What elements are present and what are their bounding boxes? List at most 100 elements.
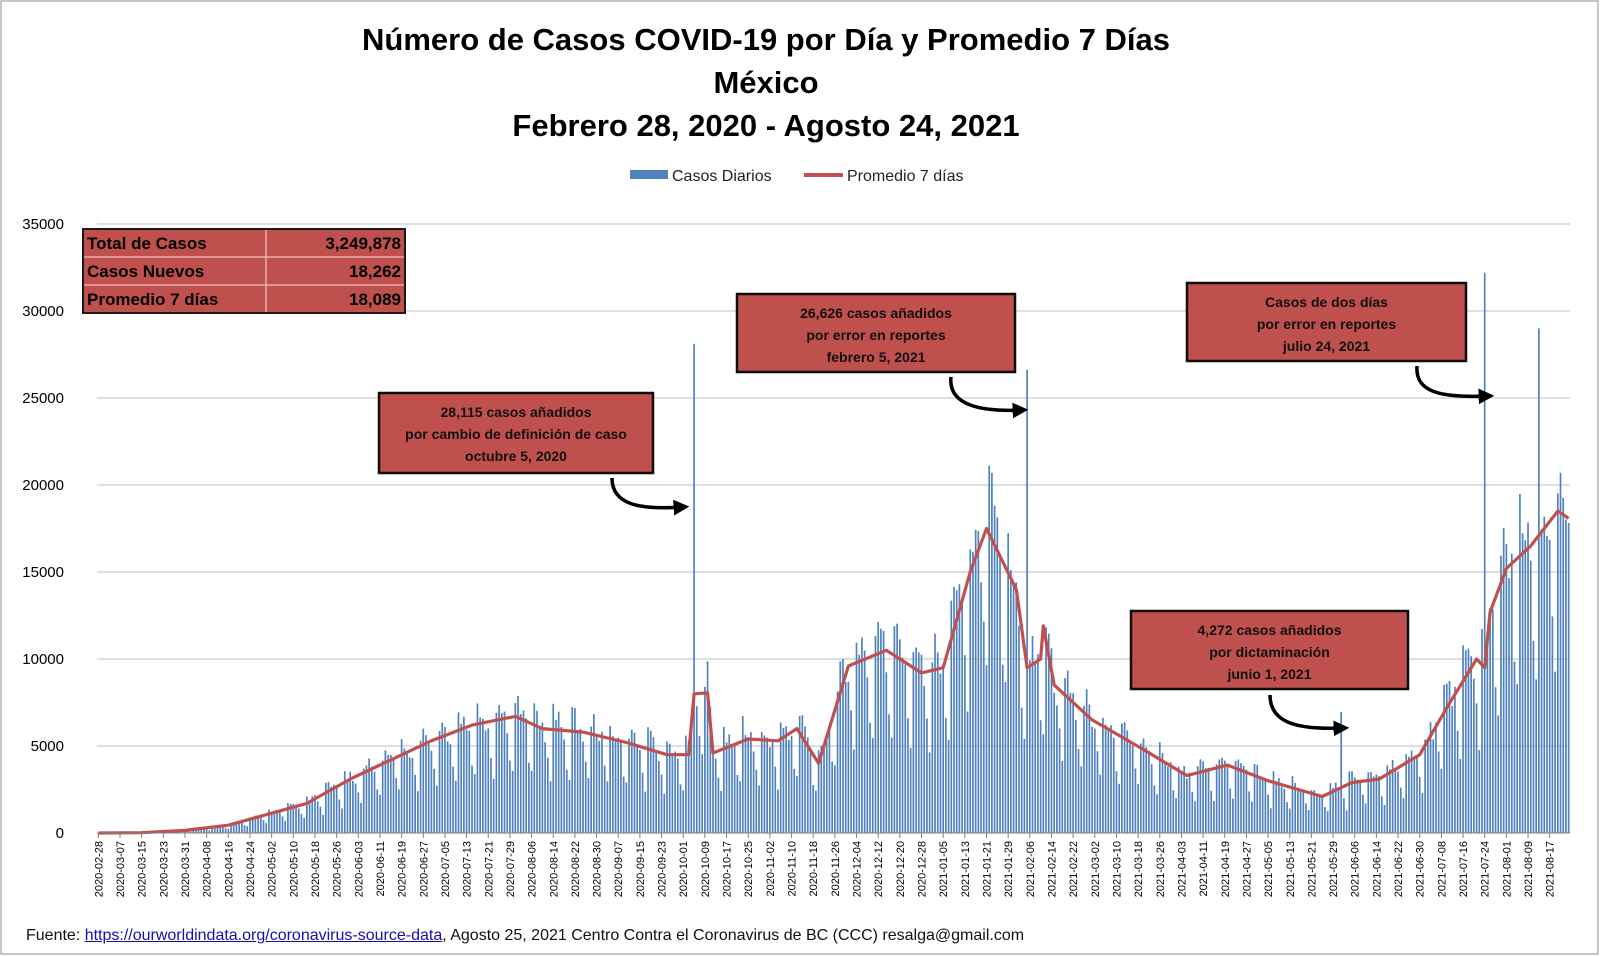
daily-bar — [1329, 783, 1332, 833]
daily-bar — [373, 771, 376, 833]
daily-bar — [861, 637, 863, 833]
daily-bar — [712, 750, 714, 833]
daily-bar — [947, 739, 950, 833]
daily-bar — [492, 778, 495, 833]
daily-bar — [1237, 759, 1240, 833]
x-tick-label: 2020-07-13 — [462, 841, 474, 897]
daily-bar — [1020, 707, 1023, 833]
daily-bar — [1153, 785, 1156, 833]
x-tick-label: 2021-03-18 — [1133, 841, 1145, 897]
daily-bar — [1215, 764, 1218, 833]
annotation-text: octubre 5, 2020 — [465, 448, 567, 464]
daily-bar — [403, 748, 406, 833]
daily-bar — [525, 718, 528, 833]
x-tick-label: 2020-07-05 — [440, 841, 452, 897]
daily-bar — [1188, 772, 1191, 833]
x-tick-label: 2020-08-06 — [527, 841, 539, 897]
daily-bar — [555, 719, 557, 833]
daily-bar — [1288, 808, 1291, 833]
daily-bar — [1004, 682, 1007, 833]
daily-bar — [1427, 739, 1429, 833]
daily-bar — [695, 706, 698, 833]
daily-bar — [514, 702, 517, 833]
stats-label: Total de Casos — [87, 234, 207, 253]
daily-bar — [1129, 740, 1131, 833]
daily-bar — [1240, 763, 1242, 833]
daily-bar — [614, 738, 617, 833]
daily-bar — [268, 809, 270, 833]
daily-bar — [330, 786, 333, 833]
daily-bar — [273, 811, 276, 833]
daily-bar — [1437, 751, 1440, 833]
daily-bar — [519, 713, 522, 833]
x-tick-label: 2021-07-16 — [1458, 841, 1470, 897]
daily-bar — [701, 754, 704, 833]
daily-bar — [1223, 760, 1226, 833]
daily-bar — [874, 635, 877, 833]
daily-bar — [314, 795, 316, 833]
daily-bar — [1110, 725, 1112, 833]
daily-bar — [360, 802, 362, 833]
daily-bar — [352, 780, 354, 833]
daily-bar — [1156, 794, 1158, 833]
daily-bar — [517, 695, 519, 833]
daily-bar — [354, 783, 357, 833]
daily-bar — [801, 715, 804, 833]
daily-bar — [917, 652, 920, 833]
daily-bar — [1015, 582, 1018, 833]
x-tick-label: 2021-04-19 — [1220, 841, 1232, 897]
daily-bar — [660, 774, 663, 833]
daily-bar — [1064, 677, 1066, 833]
daily-bar — [533, 703, 536, 833]
daily-bar — [747, 737, 750, 833]
daily-bar — [1251, 801, 1253, 833]
daily-bar — [1034, 661, 1037, 833]
daily-bar — [292, 803, 295, 833]
daily-bar — [674, 751, 676, 833]
daily-bar — [1315, 794, 1318, 833]
daily-bar — [473, 774, 476, 833]
title-line-3: Febrero 28, 2020 - Agosto 24, 2021 — [512, 108, 1019, 143]
y-tick-label-15000: 15000 — [22, 564, 64, 581]
daily-bar — [490, 758, 492, 833]
daily-bar — [1261, 780, 1264, 833]
daily-bar — [1548, 539, 1551, 833]
daily-bar — [606, 781, 609, 833]
daily-bar — [1454, 686, 1456, 833]
daily-bar — [297, 808, 300, 833]
daily-bar — [324, 782, 327, 833]
daily-bar — [203, 828, 205, 833]
daily-bar — [211, 825, 213, 833]
daily-bar — [335, 785, 338, 833]
daily-bar — [506, 733, 509, 833]
x-tick-label: 2021-02-22 — [1068, 841, 1080, 897]
y-tick-label-20000: 20000 — [22, 477, 64, 494]
daily-bar — [945, 718, 947, 833]
daily-bar — [1210, 790, 1213, 833]
daily-bar — [652, 737, 655, 833]
daily-bar — [641, 772, 644, 833]
daily-bar — [1142, 738, 1145, 833]
daily-bar — [1118, 783, 1121, 833]
x-tick-label: 2020-02-28 — [93, 841, 105, 897]
x-tick-label: 2020-12-04 — [852, 841, 864, 897]
daily-bar — [243, 825, 246, 833]
daily-bar — [224, 827, 227, 833]
daily-bar — [668, 743, 671, 833]
stats-value: 18,262 — [349, 262, 401, 281]
daily-bar — [1421, 793, 1424, 833]
daily-bar — [728, 734, 731, 833]
daily-bar — [1326, 811, 1329, 833]
daily-bar — [308, 800, 311, 833]
daily-bar — [433, 768, 435, 833]
daily-bar — [522, 710, 525, 833]
daily-bar — [1026, 369, 1028, 833]
daily-bar — [831, 761, 833, 833]
daily-bar — [1080, 766, 1083, 833]
daily-bar — [259, 816, 262, 833]
source-link[interactable]: https://ourworldindata.org/coronavirus-s… — [84, 927, 443, 944]
daily-bar — [484, 730, 487, 833]
daily-bar — [896, 623, 898, 833]
chart-title: Número de Casos COVID-19 por Día y Prome… — [362, 22, 1170, 143]
daily-bar — [690, 718, 693, 833]
